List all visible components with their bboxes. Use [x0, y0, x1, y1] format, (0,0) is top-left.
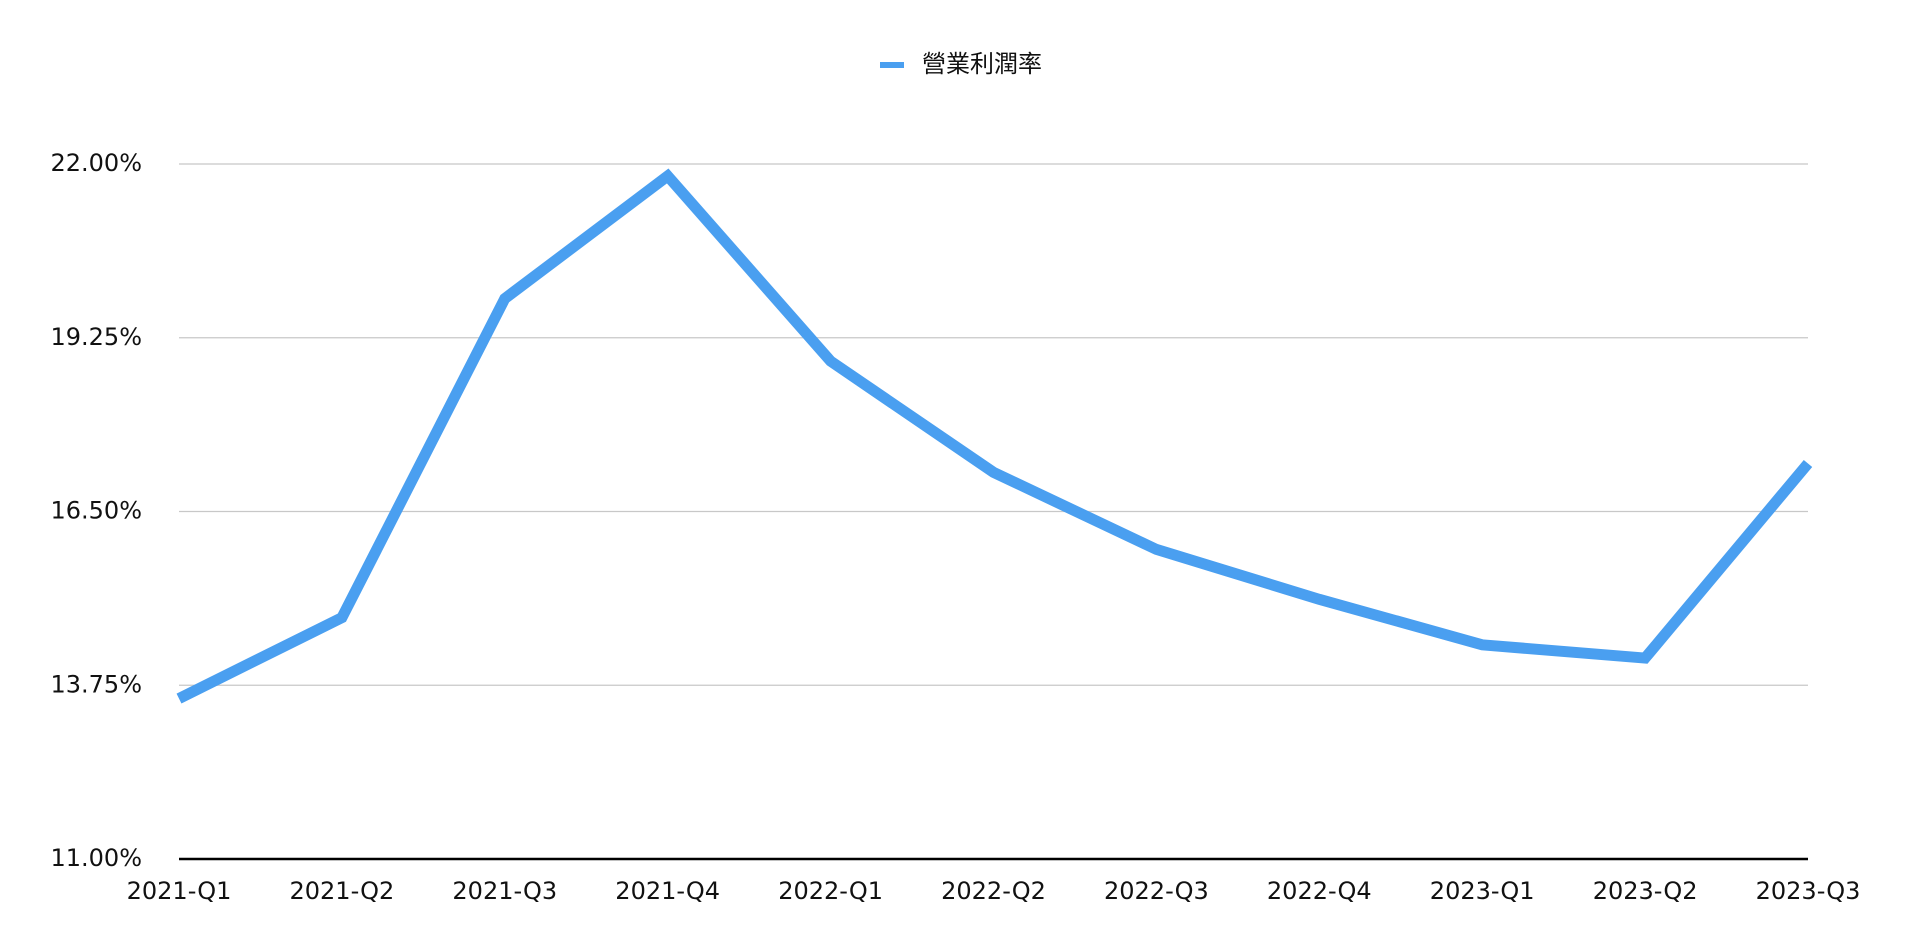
x-tick-label: 2022-Q4 [1267, 877, 1372, 905]
legend-label: 營業利潤率 [922, 50, 1042, 78]
y-tick-label: 11.00% [50, 844, 142, 872]
x-tick-label: 2022-Q2 [941, 877, 1046, 905]
x-tick-label: 2021-Q2 [290, 877, 395, 905]
y-tick-label: 16.50% [50, 497, 142, 525]
x-tick-label: 2023-Q1 [1430, 877, 1535, 905]
x-tick-label: 2023-Q3 [1756, 877, 1861, 905]
y-tick-label: 22.00% [50, 149, 142, 177]
x-tick-label: 2021-Q3 [452, 877, 557, 905]
x-tick-label: 2023-Q2 [1593, 877, 1698, 905]
x-tick-label: 2022-Q3 [1104, 877, 1209, 905]
x-tick-label: 2021-Q1 [127, 877, 232, 905]
y-tick-label: 19.25% [50, 323, 142, 351]
line-series [176, 168, 1813, 704]
x-tick-label: 2021-Q4 [615, 877, 720, 905]
y-tick-label: 13.75% [50, 670, 142, 698]
x-tick-label: 2022-Q1 [778, 877, 883, 905]
